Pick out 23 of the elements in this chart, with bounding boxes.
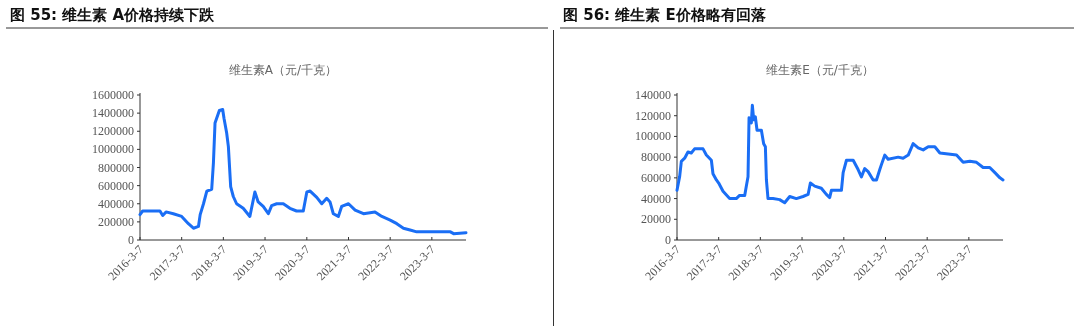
y-tick-label: 1400000	[92, 106, 134, 121]
y-tick-label: 80000	[641, 150, 671, 165]
y-tick-label: 200000	[98, 214, 134, 229]
y-tick-label: 1000000	[92, 142, 134, 157]
chart-subtitle: 维生素A（元/千克）	[228, 63, 338, 77]
y-tick-label: 0	[665, 233, 671, 247]
y-tick-label: 1200000	[92, 124, 134, 139]
y-tick-label: 400000	[98, 196, 134, 211]
y-tick-label: 0	[128, 233, 134, 247]
y-tick-label: 600000	[98, 178, 134, 193]
chart-subtitle: 维生素E（元/千克）	[766, 63, 874, 77]
y-tick-label: 60000	[641, 170, 671, 185]
y-tick-label: 140000	[635, 88, 671, 102]
line-series	[138, 108, 468, 236]
line-series	[675, 103, 1005, 205]
y-tick-label: 1600000	[92, 88, 134, 102]
chart-title: 图 56: 维生素 E价格略有回落	[563, 6, 767, 24]
chart-title: 图 55: 维生素 A价格持续下跌	[10, 6, 216, 24]
y-tick-label: 120000	[635, 108, 671, 123]
y-tick-label: 20000	[641, 212, 671, 227]
y-tick-label: 40000	[641, 191, 671, 206]
y-tick-label: 100000	[635, 129, 671, 144]
y-tick-label: 800000	[98, 160, 134, 175]
